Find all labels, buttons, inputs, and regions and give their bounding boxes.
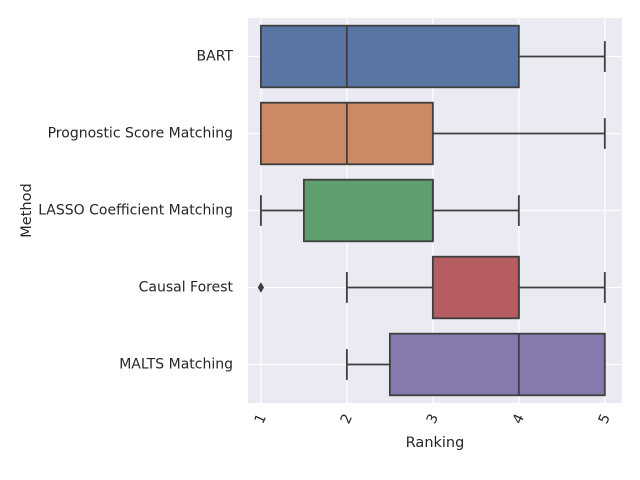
y-tick-label: BART [197,49,234,65]
y-tick-label: LASSO Coefficient Matching [38,203,233,219]
box [302,178,434,243]
x-tick-labels: 1 2 3 4 5 [252,412,614,427]
box-group [345,332,606,397]
x-tick-label: 5 [596,412,614,427]
box-group [259,101,606,166]
y-tick-label: MALTS Matching [119,357,233,373]
boxes [257,24,606,397]
x-tick-label: 1 [252,412,270,427]
x-axis-label: Ranking [406,435,465,451]
y-tick-labels: BART Prognostic Score Matching LASSO Coeff… [38,49,233,373]
y-tick-label: Prognostic Score Matching [48,126,233,142]
box-group [259,178,520,243]
x-tick-label: 4 [510,412,528,427]
outlier-point [257,282,265,293]
x-tick-label: 2 [338,412,356,427]
y-tick-label: Causal Forest [139,280,234,296]
box-group [259,24,606,89]
box [431,255,520,320]
y-axis-label: Method [19,183,35,237]
box [388,332,606,397]
box-group [257,255,606,320]
x-tick-label: 3 [424,412,442,427]
box [259,24,520,89]
